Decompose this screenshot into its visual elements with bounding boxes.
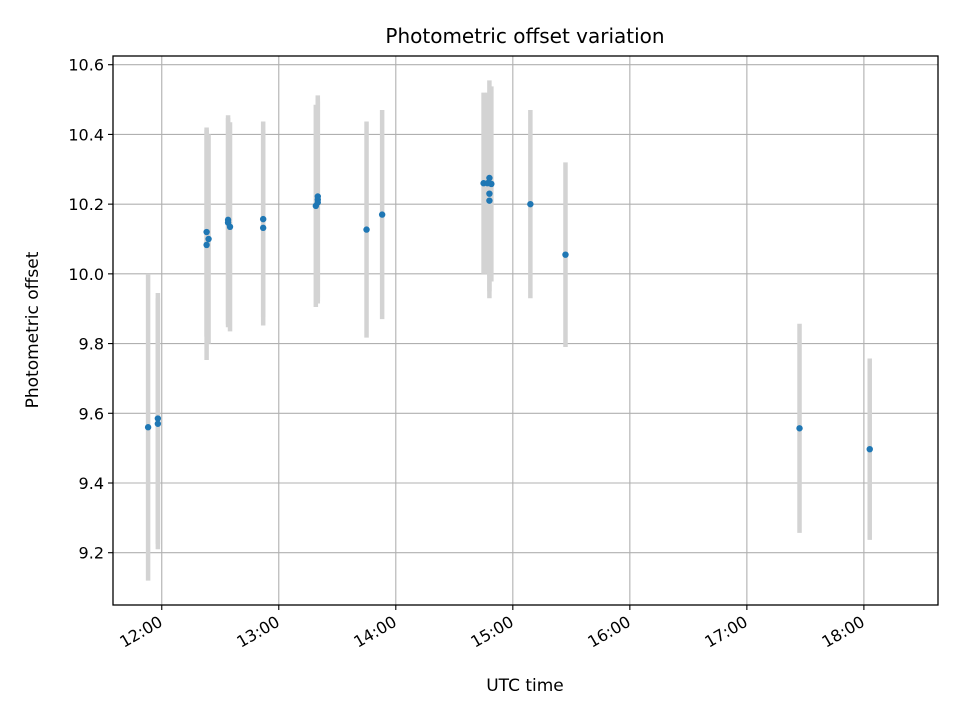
y-tick-label: 10.4 — [68, 125, 104, 144]
data-point — [154, 420, 162, 427]
data-point — [154, 415, 162, 422]
x-tick-label: 12:00 — [116, 612, 165, 652]
x-tick-label: 14:00 — [350, 612, 399, 652]
x-tick-label: 16:00 — [584, 612, 633, 652]
y-tick-label: 9.4 — [79, 474, 104, 493]
y-tick-label: 9.6 — [79, 404, 104, 423]
x-axis-ticks: 12:00 13:00 14:00 15:00 16:00 17:00 18:00 — [116, 605, 868, 652]
x-tick-label: 18:00 — [818, 612, 867, 652]
y-tick-label: 9.8 — [79, 335, 104, 354]
data-point — [203, 228, 210, 236]
data-point — [259, 224, 267, 232]
error-bars — [145, 80, 872, 581]
y-tick-label: 9.2 — [79, 544, 104, 563]
chart-title: Photometric offset variation — [385, 24, 664, 48]
data-point — [527, 200, 534, 208]
data-point — [562, 251, 569, 258]
data-point — [314, 193, 321, 200]
x-axis-label: UTC time — [486, 676, 564, 696]
x-tick-label: 13:00 — [233, 612, 282, 652]
data-point — [314, 199, 321, 206]
x-tick-label: 17:00 — [701, 612, 750, 652]
plot-area-frame — [112, 55, 939, 606]
y-tick-label: 10.6 — [68, 56, 104, 75]
data-point — [203, 241, 210, 249]
data-point — [486, 197, 493, 204]
data-point — [205, 235, 212, 243]
data-points — [144, 174, 873, 453]
data-point — [259, 215, 267, 223]
y-tick-label: 10.0 — [68, 265, 104, 284]
data-point — [866, 445, 873, 453]
data-point — [486, 174, 493, 182]
data-point — [378, 211, 386, 218]
data-point — [488, 180, 495, 188]
data-point — [363, 226, 370, 233]
data-point — [486, 190, 493, 197]
data-point — [226, 223, 234, 230]
y-tick-label: 10.2 — [68, 195, 104, 214]
data-point — [796, 425, 803, 432]
y-axis-ticks: 9.2 9.4 9.6 9.8 10.0 10.2 10.4 10.6 — [68, 56, 113, 563]
y-axis-label: Photometric offset — [23, 251, 43, 408]
grid-lines — [113, 56, 938, 605]
data-point — [144, 424, 152, 431]
x-tick-label: 15:00 — [467, 612, 516, 652]
